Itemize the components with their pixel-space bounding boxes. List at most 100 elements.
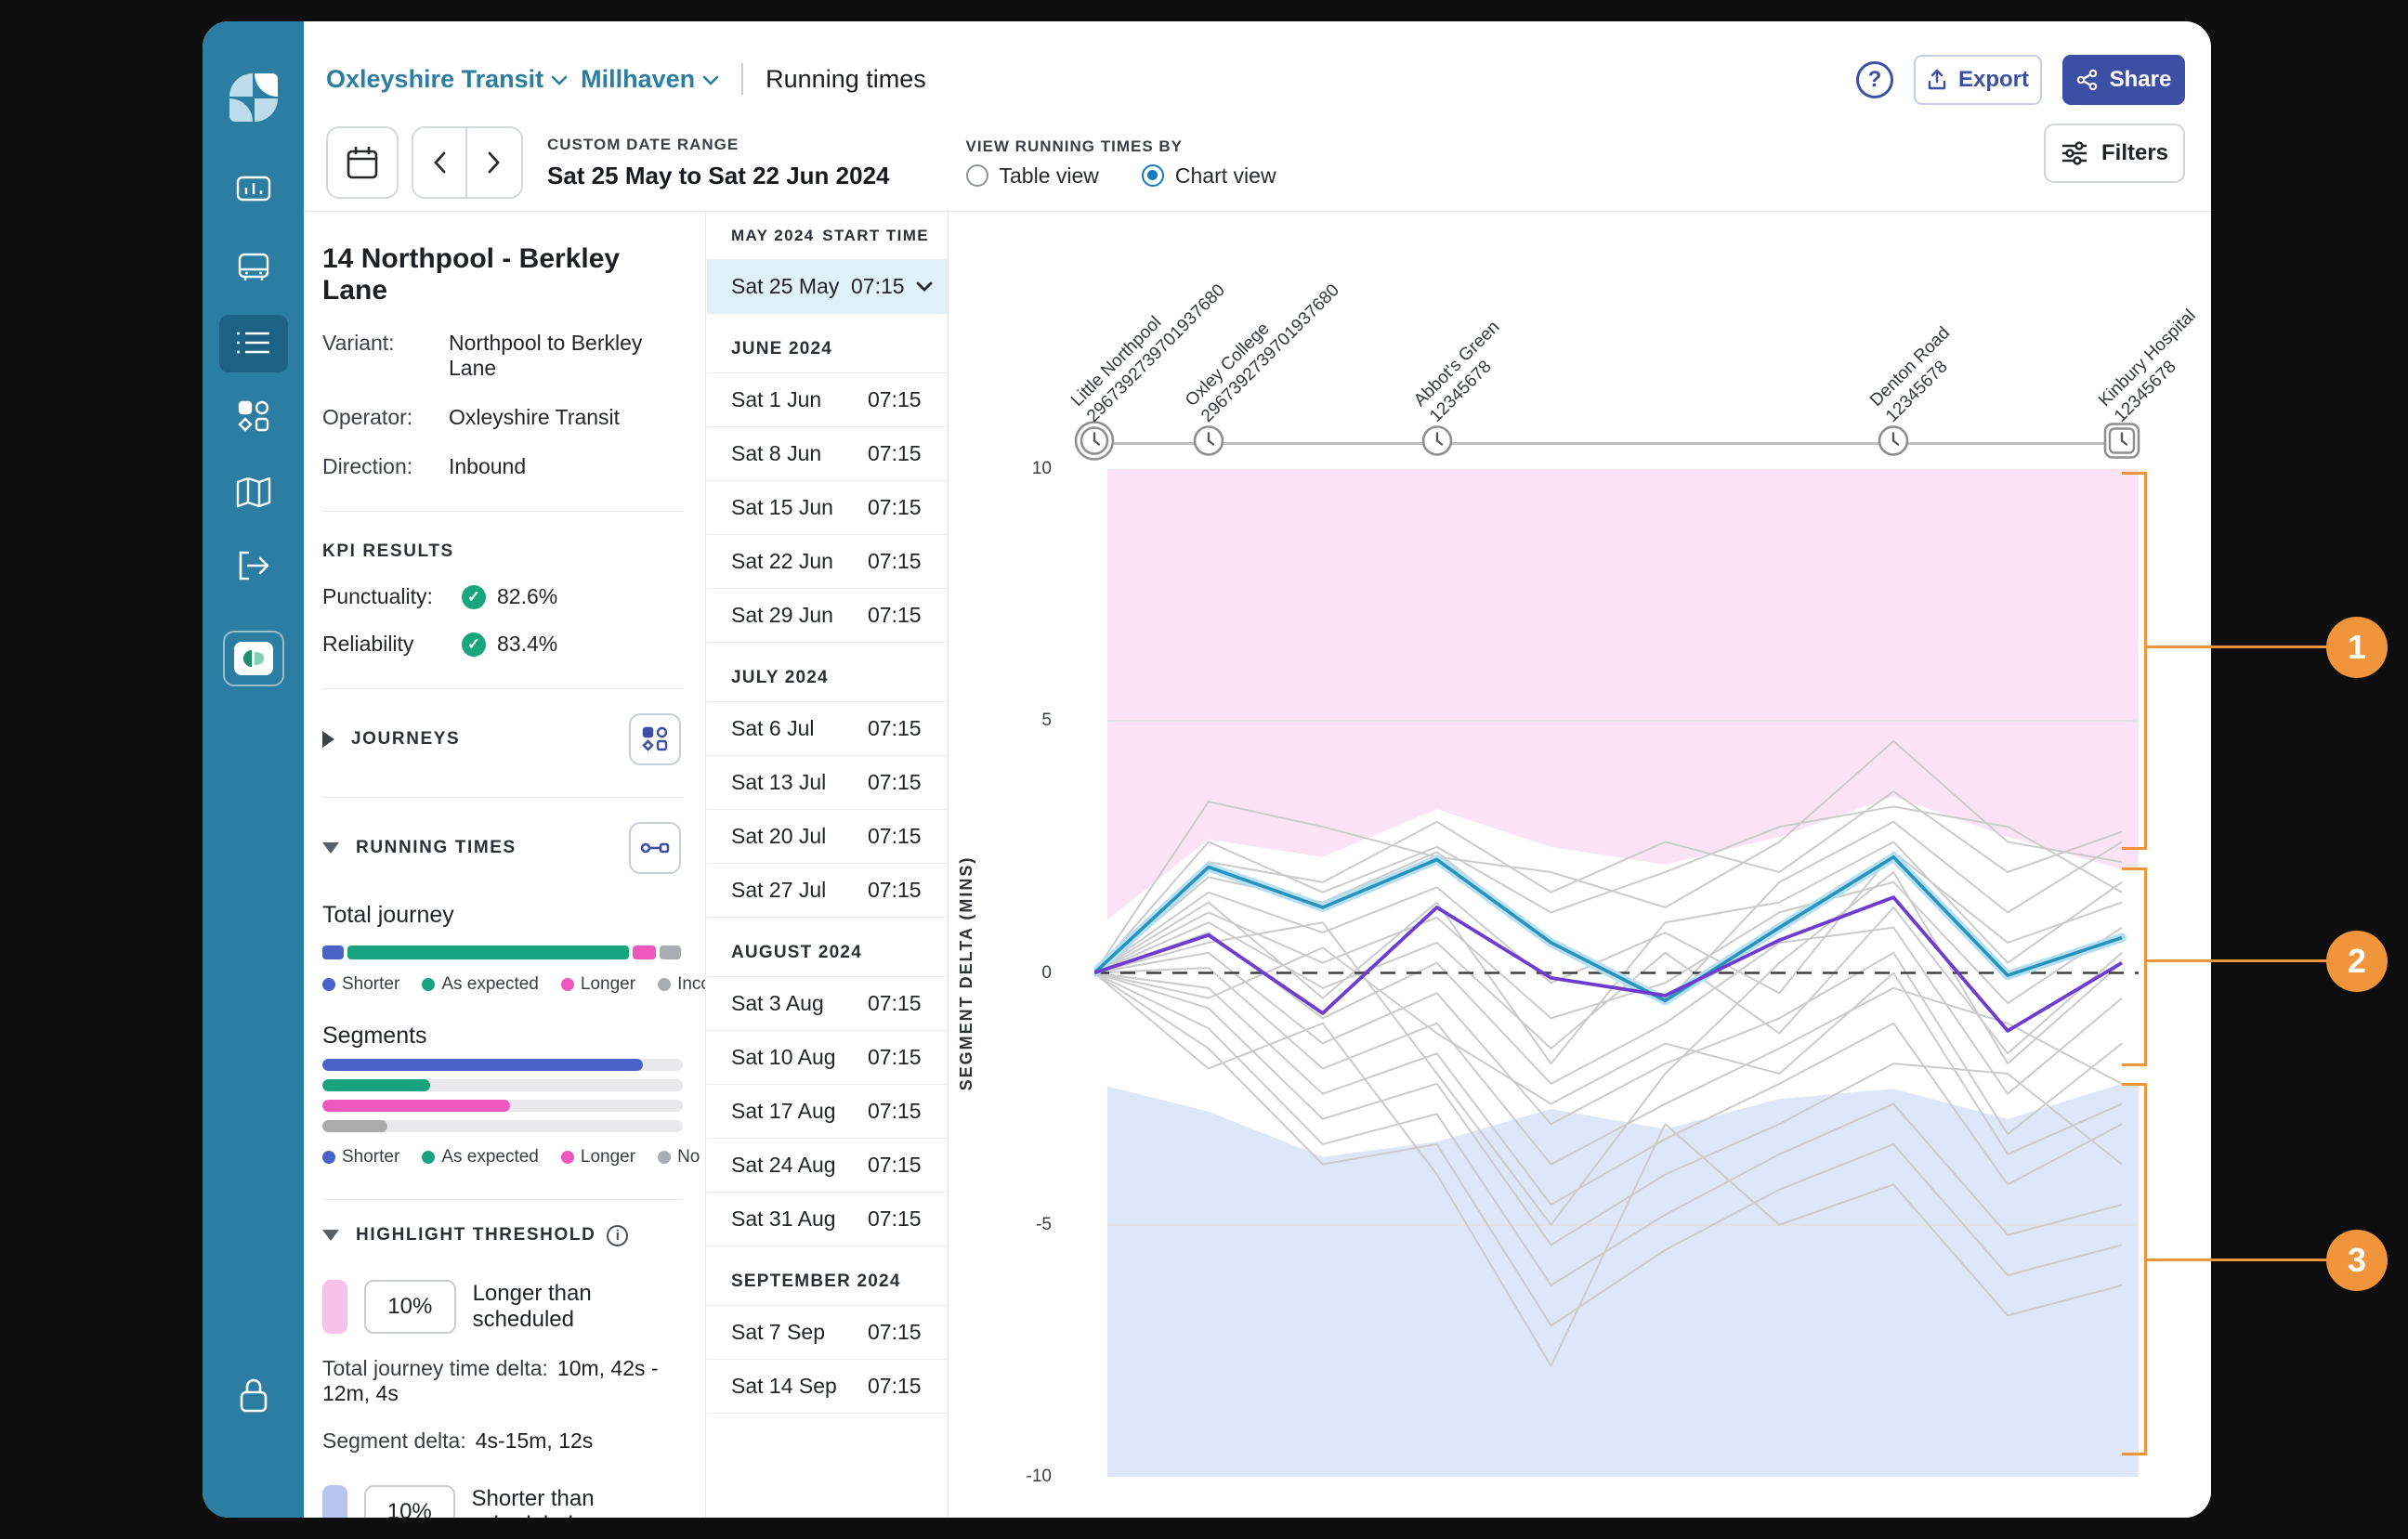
- highlight-threshold-header[interactable]: HIGHLIGHT THRESHOLD i: [322, 1217, 683, 1254]
- date-label: Sat 24 Aug: [731, 1153, 836, 1177]
- y-tick-label: 5: [1041, 711, 1052, 731]
- running-times-section-header[interactable]: RUNNING TIMES: [322, 822, 683, 874]
- legend-dot: [422, 978, 436, 991]
- longer-total-delta-label: Total journey time delta:: [322, 1356, 548, 1380]
- longer-segment-delta-label: Segment delta:: [322, 1428, 466, 1453]
- date-row[interactable]: Sat 8 Jun 07:15: [707, 427, 948, 481]
- month-section-header: JULY 2024: [707, 643, 948, 702]
- time-label: 07:15: [868, 770, 922, 794]
- callout-circle-3: 3: [2326, 1230, 2388, 1291]
- date-row[interactable]: Sat 24 Aug 07:15: [707, 1139, 948, 1193]
- segment-delta-plot[interactable]: [1094, 469, 2139, 1477]
- longer-threshold-label: Longer than scheduled: [472, 1281, 592, 1332]
- date-row-selected[interactable]: Sat 25 May 07:15: [707, 260, 948, 314]
- month-section-header: JUNE 2024: [707, 314, 948, 373]
- running-times-nav-active[interactable]: [218, 315, 288, 372]
- radio-chart-dot: [1141, 164, 1164, 187]
- info-icon[interactable]: i: [607, 1224, 629, 1246]
- journey-line: [1094, 967, 2123, 1166]
- analytics-icon[interactable]: [235, 170, 272, 207]
- segment-view-button[interactable]: [629, 822, 681, 874]
- journey-line: [1094, 851, 2123, 995]
- segments-label: Segments: [322, 1023, 427, 1049]
- date-row[interactable]: Sat 1 Jun 07:15: [707, 373, 948, 427]
- time-label: 07:15: [868, 441, 922, 465]
- partner-logo: [233, 642, 273, 675]
- time-label: 07:15: [868, 991, 922, 1015]
- lock-icon[interactable]: [235, 1376, 272, 1416]
- filters-button[interactable]: Filters: [2044, 124, 2185, 183]
- export-button[interactable]: Export: [1914, 55, 2042, 105]
- chevron-right-icon: [488, 151, 500, 174]
- logout-icon[interactable]: [235, 549, 272, 582]
- date-row[interactable]: Sat 29 Jun 07:15: [707, 589, 948, 643]
- radio-chart-view[interactable]: Chart view: [1141, 163, 1276, 189]
- help-button[interactable]: ?: [1856, 61, 1893, 98]
- legend-item: Incomplete: [658, 974, 705, 995]
- date-range-label: CUSTOM DATE RANGE: [547, 135, 739, 153]
- shapes-icon[interactable]: [235, 397, 272, 434]
- vehicles-icon[interactable]: [235, 248, 272, 285]
- radio-chart-label: Chart view: [1174, 163, 1276, 188]
- segment-bar-fill: [322, 1059, 644, 1071]
- date-label: Sat 17 Aug: [731, 1099, 836, 1123]
- date-row[interactable]: Sat 10 Aug 07:15: [707, 1031, 948, 1085]
- date-row[interactable]: Sat 31 Aug 07:15: [707, 1193, 948, 1246]
- clock-end-icon: [2100, 419, 2144, 468]
- date-row[interactable]: Sat 14 Sep 07:15: [707, 1360, 948, 1414]
- date-row[interactable]: Sat 27 Jul 07:15: [707, 864, 948, 918]
- prev-date-button[interactable]: [413, 128, 467, 197]
- legend-dot: [422, 1151, 436, 1164]
- legend-dot: [658, 978, 672, 991]
- journeys-view-button[interactable]: [629, 713, 681, 765]
- route-details: Variant: Northpool to Berkley Lane Operato…: [322, 331, 683, 479]
- date-row[interactable]: Sat 17 Aug 07:15: [707, 1085, 948, 1139]
- shorter-threshold-input[interactable]: 10%: [364, 1485, 455, 1518]
- radio-table-view[interactable]: Table view: [965, 163, 1099, 189]
- upload-icon: [1928, 69, 1946, 90]
- legend-item: Longer: [560, 1147, 635, 1167]
- map-icon[interactable]: [234, 475, 273, 510]
- partner-app-button[interactable]: [222, 631, 284, 686]
- longer-threshold-band: [1107, 469, 2139, 920]
- shapes-icon: [642, 726, 668, 751]
- time-label: 07:15: [868, 1374, 922, 1398]
- breadcrumb-network-label: Oxleyshire Transit: [326, 64, 544, 93]
- breadcrumb-network[interactable]: Oxleyshire Transit: [326, 65, 568, 94]
- date-row[interactable]: Sat 13 Jul 07:15: [707, 756, 948, 810]
- radio-table-label: Table view: [999, 163, 1099, 188]
- date-label: Sat 15 Jun: [731, 495, 833, 519]
- date-label: Sat 29 Jun: [731, 603, 833, 627]
- share-button[interactable]: Share: [2062, 55, 2185, 105]
- time-label: 07:15: [868, 495, 922, 519]
- detail-value: Oxleyshire Transit: [449, 405, 621, 429]
- journey-line: [1094, 805, 2123, 974]
- date-range-value: Sat 25 May to Sat 22 Jun 2024: [547, 161, 890, 189]
- next-date-button[interactable]: [467, 128, 521, 197]
- date-row[interactable]: Sat 20 Jul 07:15: [707, 810, 948, 864]
- date-row[interactable]: Sat 6 Jul 07:15: [707, 702, 948, 756]
- date-row[interactable]: Sat 15 Jun 07:15: [707, 481, 948, 535]
- journeys-section-header[interactable]: JOURNEYS: [322, 713, 683, 765]
- date-row[interactable]: Sat 3 Aug 07:15: [707, 977, 948, 1031]
- longer-threshold-input[interactable]: 10%: [364, 1280, 456, 1334]
- journey-line: [1094, 972, 2123, 1367]
- radio-table-dot: [965, 164, 988, 187]
- callout-circle-1: 1: [2326, 617, 2388, 678]
- topbar: Oxleyshire Transit Millhaven Running tim…: [304, 21, 2211, 212]
- breadcrumb-region[interactable]: Millhaven: [581, 65, 719, 94]
- total-journey-stacked-bar: [322, 946, 683, 959]
- legend-label: No data: [677, 1147, 705, 1167]
- date-row[interactable]: Sat 7 Sep 07:15: [707, 1306, 948, 1360]
- detail-label: Direction:: [322, 454, 413, 478]
- month-section-header: AUGUST 2024: [707, 918, 948, 977]
- date-row[interactable]: Sat 22 Jun 07:15: [707, 535, 948, 589]
- running-times-heading: RUNNING TIMES: [356, 838, 517, 857]
- y-axis-title: SEGMENT DELTA (MINS): [957, 855, 975, 1091]
- stacked-bar-segment: [347, 946, 629, 959]
- legend-item: No data: [658, 1147, 705, 1167]
- calendar-button[interactable]: [326, 126, 399, 199]
- detail-label: Variant:: [322, 331, 395, 355]
- stacked-bar-segment: [322, 946, 345, 959]
- date-label: Sat 8 Jun: [731, 441, 822, 465]
